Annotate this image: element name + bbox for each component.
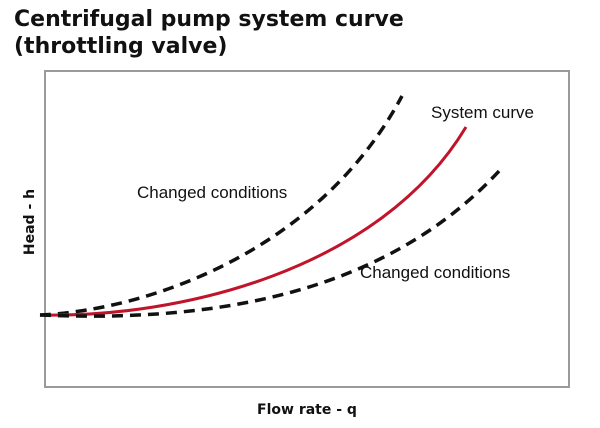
y-axis-label: Head - h xyxy=(22,188,38,256)
changed-conditions-upper-label: Changed conditions xyxy=(137,183,288,202)
diagram-title: Centrifugal pump system curve (throttlin… xyxy=(14,6,404,60)
title-line-1: Centrifugal pump system curve xyxy=(14,7,404,32)
system-curve xyxy=(39,126,468,317)
system-curve-label: System curve xyxy=(431,103,534,122)
title-line-2: (throttling valve) xyxy=(14,34,228,59)
x-axis-label: Flow rate - q xyxy=(257,402,357,418)
changed-conditions-upper-curve xyxy=(39,95,404,317)
plot-frame xyxy=(44,70,570,388)
changed-conditions-lower-label: Changed conditions xyxy=(360,263,511,282)
